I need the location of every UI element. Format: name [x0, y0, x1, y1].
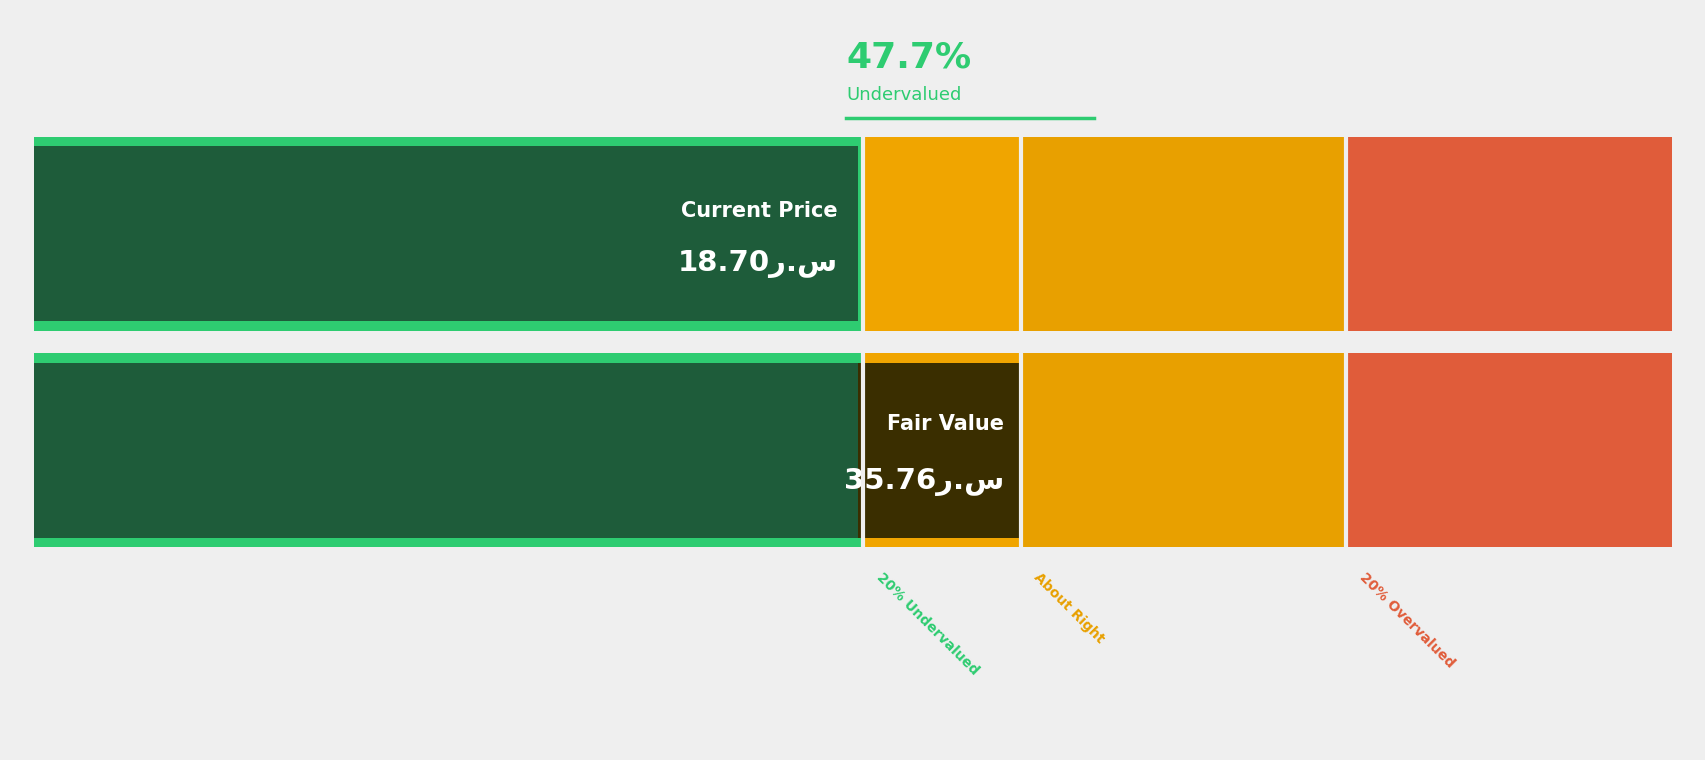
Bar	[34, 363, 1020, 538]
Bar	[1345, 137, 1671, 331]
Bar	[34, 137, 863, 331]
Text: 20% Undervalued: 20% Undervalued	[873, 570, 980, 677]
Bar	[34, 146, 858, 321]
Text: 35.76ر.س: 35.76ر.س	[844, 468, 1003, 496]
Bar	[858, 363, 1020, 538]
Text: Current Price: Current Price	[680, 201, 837, 221]
Text: 47.7%: 47.7%	[846, 40, 970, 74]
Text: Fair Value: Fair Value	[887, 414, 1003, 434]
Bar	[863, 137, 1020, 331]
Text: Undervalued: Undervalued	[846, 86, 962, 104]
Text: About Right: About Right	[1030, 570, 1107, 646]
Bar	[34, 353, 863, 547]
Text: 20% Overvalued: 20% Overvalued	[1355, 570, 1456, 670]
Bar	[863, 353, 1020, 547]
Text: 18.70ر.س: 18.70ر.س	[677, 249, 837, 277]
Bar	[1345, 353, 1671, 547]
Bar	[1020, 137, 1345, 331]
Bar	[1020, 353, 1345, 547]
